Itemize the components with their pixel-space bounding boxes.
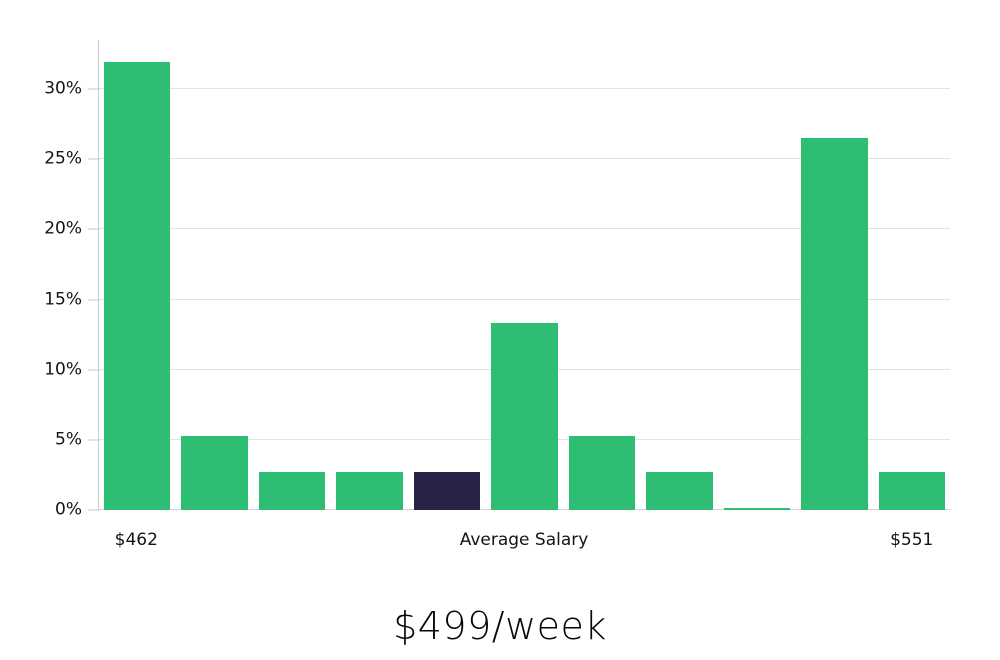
bar[interactable] (258, 472, 326, 510)
bar[interactable] (568, 435, 636, 510)
bar[interactable] (801, 138, 868, 510)
y-tick-label: 20% (44, 218, 82, 239)
gridline (99, 228, 950, 230)
bar[interactable] (104, 62, 171, 510)
y-tick-label: 25% (44, 148, 82, 169)
y-tick-mark (88, 299, 100, 301)
y-tick-mark (88, 439, 100, 441)
x-axis-label: $462 (114, 530, 158, 550)
chart-title: $499/week (393, 604, 607, 648)
y-tick-mark (88, 88, 100, 90)
y-axis: 0% 5% 10% 15% 20% 25% 30% (0, 40, 100, 518)
bar[interactable] (723, 507, 791, 510)
x-axis-label: $551 (890, 530, 934, 550)
y-tick-mark (88, 509, 100, 511)
gridline (99, 88, 950, 90)
y-tick-label: 10% (44, 359, 82, 380)
y-tick-label: 15% (44, 289, 82, 310)
bar[interactable] (336, 472, 403, 510)
y-tick-label: 5% (55, 429, 82, 450)
highlighted-average-bar[interactable] (413, 472, 481, 510)
gridline (99, 298, 950, 300)
y-tick-mark (88, 228, 100, 230)
y-tick-label: 30% (44, 78, 82, 99)
x-axis-label: Average Salary (459, 530, 589, 550)
bar[interactable] (878, 472, 945, 510)
bar[interactable] (491, 323, 558, 510)
y-tick-mark (88, 369, 100, 371)
y-tick-mark (88, 158, 100, 160)
gridline (99, 158, 950, 160)
bar[interactable] (646, 472, 713, 510)
bar[interactable] (181, 435, 248, 510)
y-tick-label: 0% (55, 499, 82, 520)
plot-area (98, 40, 950, 510)
bar-series (99, 40, 950, 510)
